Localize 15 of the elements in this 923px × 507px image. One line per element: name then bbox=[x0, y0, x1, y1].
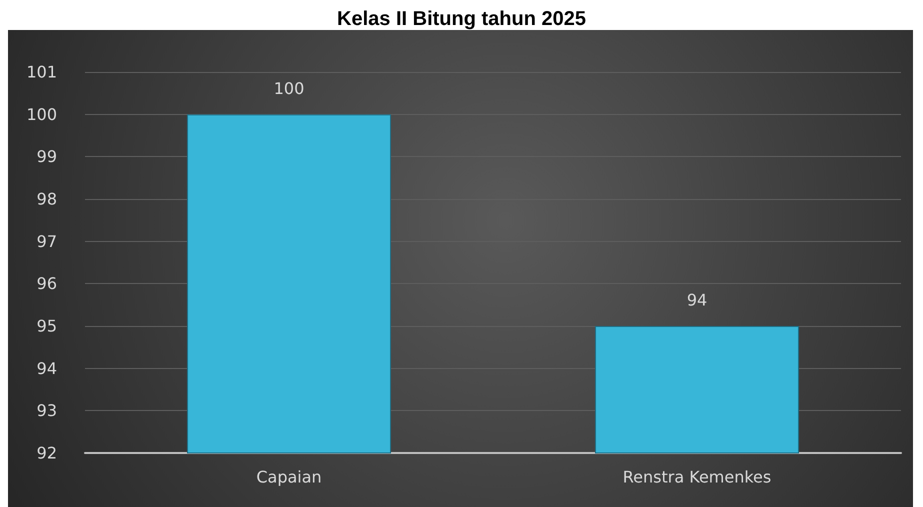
y-tick-label: 99 bbox=[36, 147, 57, 166]
y-tick-label: 100 bbox=[26, 104, 57, 124]
y-tick-label: 92 bbox=[36, 444, 57, 462]
y-tick-label: 98 bbox=[36, 190, 57, 208]
y-tick-label: 101 bbox=[26, 62, 57, 82]
y-tick-label: 95 bbox=[36, 316, 57, 336]
x-tick-label: Capaian bbox=[256, 468, 322, 486]
y-tick-label: 96 bbox=[36, 274, 57, 294]
annotation: 94 bbox=[686, 290, 708, 310]
y-tick-label: 94 bbox=[36, 358, 57, 378]
x-tick-label: Renstra Kemenkes bbox=[622, 468, 772, 486]
data-label: 100 bbox=[274, 78, 304, 98]
y-tick-label: 93 bbox=[36, 401, 57, 420]
chart-title: Kelas II Bitung tahun 2025 bbox=[337, 8, 586, 30]
y-tick-label: 97 bbox=[36, 232, 57, 251]
